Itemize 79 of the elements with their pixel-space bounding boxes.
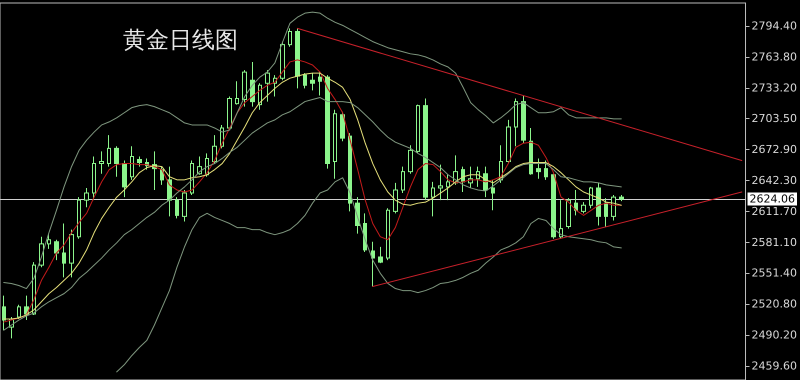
- candlestick: [438, 164, 443, 201]
- candlestick: [363, 212, 367, 252]
- y-tick-label: 2642.30: [752, 174, 798, 188]
- y-tick-label: 2794.40: [752, 19, 798, 32]
- candlestick: [310, 72, 315, 91]
- candlestick: [122, 160, 127, 198]
- candlestick: [348, 132, 352, 212]
- candlestick: [114, 146, 119, 178]
- candlestick: [401, 166, 405, 194]
- candlestick: [182, 189, 187, 222]
- y-tick-label: 2520.80: [752, 297, 798, 310]
- candlestick: [491, 179, 495, 211]
- candlestick: [2, 295, 6, 331]
- candlestick: [371, 241, 375, 288]
- candlestick: [295, 28, 300, 89]
- candlestick: [137, 156, 142, 168]
- y-tick-label: 2551.40: [752, 266, 798, 280]
- candlestick: [581, 202, 586, 214]
- candlestick: [514, 98, 518, 147]
- candlestick: [325, 74, 330, 170]
- ref-line-label: 2624.06: [750, 192, 796, 206]
- candlestick: [175, 196, 179, 219]
- candlestick: [318, 72, 322, 96]
- candlestick: [408, 144, 413, 174]
- y-tick-label: 2672.90: [752, 142, 798, 156]
- candlestick: [62, 223, 66, 278]
- y-tick-label: 2703.50: [752, 112, 798, 125]
- candlestick: [340, 111, 345, 142]
- candlestick: [604, 198, 608, 228]
- candlestick: [17, 304, 21, 320]
- candlestick: [423, 98, 428, 201]
- y-tick-label: 2763.80: [752, 50, 798, 64]
- candlestick: [235, 80, 239, 106]
- candlestick: [431, 181, 435, 217]
- candlestick: [596, 182, 601, 226]
- candlestick: [611, 194, 616, 221]
- candlestick: [589, 186, 593, 209]
- candlestick: [54, 239, 59, 261]
- line-series: [3, 12, 622, 290]
- candlestick: [574, 189, 578, 216]
- candlestick: [536, 158, 541, 180]
- candlestick: [333, 109, 337, 180]
- candlestick: [476, 166, 480, 188]
- candlestick: [559, 200, 563, 240]
- candlestick: [393, 182, 398, 214]
- candlestick: [446, 174, 450, 201]
- text: 黄金日线图: [123, 28, 238, 54]
- candlestick: [566, 198, 571, 230]
- candlestick: [84, 187, 89, 208]
- candlestick: [47, 233, 51, 250]
- candlestick: [130, 146, 134, 180]
- candlestick: [521, 94, 526, 144]
- candlestick: [99, 150, 104, 174]
- y-tick-label: 2611.70: [752, 205, 798, 218]
- candlestick: [212, 134, 217, 164]
- candlestick: [378, 246, 383, 264]
- candlestick: [506, 119, 511, 164]
- candlestick: [265, 70, 270, 102]
- candlestick: [280, 41, 285, 81]
- candlestick: [551, 173, 556, 240]
- y-tick-label: 2733.20: [752, 82, 798, 95]
- candlestick: [242, 70, 247, 108]
- y-tick-label: 2490.20: [752, 328, 798, 342]
- candlestick: [92, 156, 96, 201]
- line-series: [116, 177, 622, 372]
- candlestick: [24, 295, 29, 321]
- candlestick: [77, 196, 81, 240]
- y-tick-label: 2581.10: [752, 236, 798, 250]
- candlestick: [416, 104, 420, 154]
- candlestick: [167, 166, 172, 217]
- candlestick: [619, 194, 624, 202]
- candlestick: [288, 28, 292, 48]
- y-tick-label: 2459.60: [752, 360, 798, 373]
- candlestick: [107, 134, 111, 168]
- candlestick: [529, 127, 533, 176]
- candlestick: [303, 72, 307, 89]
- candlestick: [69, 229, 74, 278]
- candlestick: [544, 160, 548, 180]
- candlestick: [386, 208, 390, 261]
